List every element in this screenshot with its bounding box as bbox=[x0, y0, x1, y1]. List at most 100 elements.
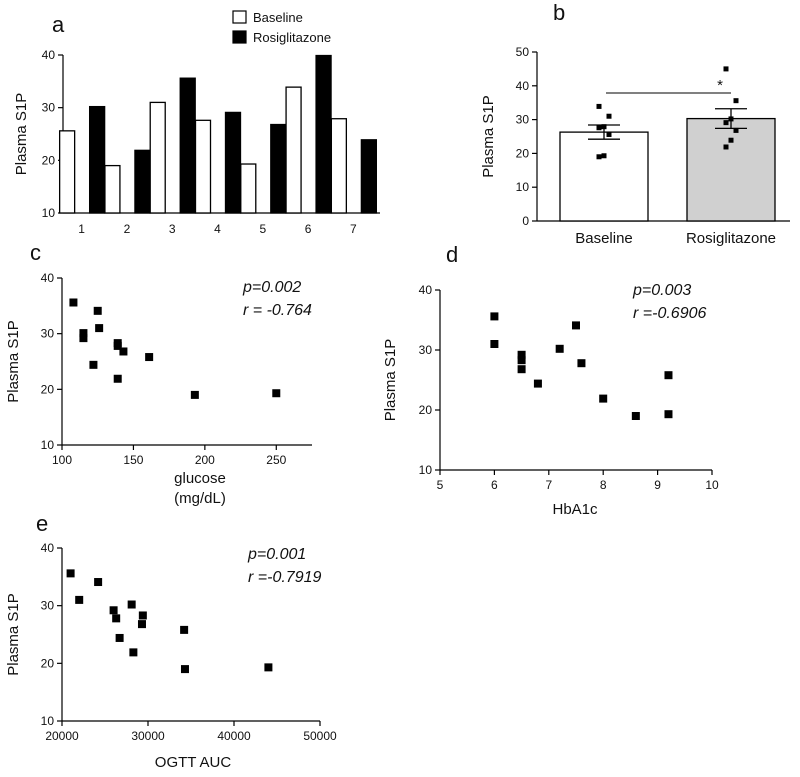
a-legend-swatch bbox=[232, 30, 247, 44]
b-data-point bbox=[601, 124, 607, 130]
e-data-point bbox=[115, 633, 124, 642]
c-data-point bbox=[190, 390, 199, 399]
d-data-point bbox=[599, 394, 608, 403]
panel-letter-c: c bbox=[30, 240, 41, 265]
b-data-point bbox=[733, 98, 739, 104]
b-x-tick-label: Rosiglitazone bbox=[686, 230, 776, 247]
e-data-point bbox=[138, 611, 147, 620]
c-x-tick-label: 150 bbox=[123, 453, 143, 467]
b-y-tick-label: 50 bbox=[516, 45, 530, 59]
a-legend-swatch bbox=[232, 10, 247, 24]
e-y-tick-label: 40 bbox=[41, 541, 55, 555]
panel-d-scatter-chart: 10 20 30 40 5 6 7 8 9 10 p=0.003 r =-0.6906 HbA1c Pla… bbox=[382, 282, 719, 518]
c-y-tick-label: 40 bbox=[41, 271, 55, 285]
c-data-point bbox=[79, 334, 88, 343]
d-x-tick-label: 9 bbox=[654, 478, 661, 492]
panel-c-scatter-chart: 10 20 30 40 100 150 200 250 p=0.002 r = -0.764 glu… bbox=[5, 271, 312, 507]
d-data-point bbox=[533, 379, 542, 388]
e-data-point bbox=[66, 569, 75, 578]
e-data-point bbox=[180, 665, 189, 674]
a-x-tick-label: 3 bbox=[169, 222, 176, 236]
e-data-point bbox=[94, 578, 103, 587]
b-data-point bbox=[606, 131, 612, 137]
a-x-tick-label: 2 bbox=[124, 222, 131, 236]
d-y-tick-label: 40 bbox=[419, 283, 433, 297]
b-y-tick-label: 40 bbox=[516, 79, 530, 93]
b-bar-mean bbox=[686, 117, 776, 222]
b-data-point bbox=[606, 113, 612, 119]
a-y-tick-label: 40 bbox=[42, 48, 56, 62]
panel-letter-b: b bbox=[553, 0, 565, 25]
e-y-tick-label: 10 bbox=[41, 714, 55, 728]
b-bar-mean bbox=[559, 131, 649, 222]
d-stat-r: r =-0.6906 bbox=[633, 305, 706, 322]
e-data-point bbox=[112, 614, 121, 623]
d-data-point bbox=[664, 410, 673, 419]
d-data-point bbox=[490, 312, 499, 321]
a-y-tick-label: 20 bbox=[42, 153, 56, 167]
d-x-axis-label: HbA1c bbox=[552, 501, 598, 518]
panel-letter-e: e bbox=[36, 511, 48, 536]
d-y-tick-label: 20 bbox=[419, 403, 433, 417]
a-x-tick-label: 1 bbox=[78, 222, 85, 236]
e-x-axis-label: OGTT AUC bbox=[155, 754, 232, 771]
c-data-point bbox=[95, 324, 104, 333]
b-data-point bbox=[733, 127, 739, 133]
c-data-point bbox=[79, 329, 88, 338]
c-stat-r: r = -0.764 bbox=[243, 302, 312, 319]
a-bar-baseline bbox=[194, 119, 212, 214]
e-x-tick-label: 30000 bbox=[131, 729, 165, 743]
a-legend-label: Rosiglitazone bbox=[253, 30, 331, 45]
a-x-tick-label: 7 bbox=[350, 222, 357, 236]
panel-letter-d: d bbox=[446, 242, 458, 267]
a-bar-baseline bbox=[285, 86, 302, 214]
e-x-tick-label: 20000 bbox=[45, 729, 79, 743]
c-data-point bbox=[113, 374, 122, 383]
d-data-point bbox=[490, 340, 499, 348]
e-data-point bbox=[109, 606, 118, 615]
a-bar-baseline bbox=[240, 163, 257, 214]
d-data-point bbox=[631, 412, 640, 420]
c-data-point bbox=[69, 298, 78, 307]
d-x-tick-label: 5 bbox=[437, 478, 444, 492]
a-x-tick-label: 5 bbox=[259, 222, 266, 236]
b-data-point bbox=[723, 144, 729, 150]
b-significance-star: * bbox=[717, 77, 723, 94]
e-y-tick-label: 20 bbox=[41, 656, 55, 670]
b-y-tick-label: 20 bbox=[516, 146, 530, 160]
d-x-tick-label: 10 bbox=[705, 478, 719, 492]
b-data-point bbox=[596, 103, 602, 109]
d-x-tick-label: 8 bbox=[600, 478, 607, 492]
panel-a-bar-chart: 10 20 30 40 1 2 3 4 5 6 7 Plasma S1P Baseline Rosigli… bbox=[13, 10, 380, 236]
d-data-point bbox=[572, 321, 580, 330]
d-x-tick-label: 7 bbox=[545, 478, 552, 492]
b-y-tick-label: 0 bbox=[522, 214, 529, 228]
e-y-tick-label: 30 bbox=[41, 599, 55, 613]
d-data-point bbox=[664, 371, 673, 380]
a-bar-rosiglitazone bbox=[224, 111, 242, 214]
c-x-tick-label: 200 bbox=[195, 453, 215, 467]
c-data-point bbox=[113, 341, 122, 350]
c-data-point bbox=[89, 360, 98, 369]
b-y-tick-label: 30 bbox=[516, 113, 530, 127]
e-data-point bbox=[127, 600, 136, 609]
c-data-point bbox=[93, 306, 102, 315]
e-x-tick-label: 50000 bbox=[303, 729, 337, 743]
a-bar-rosiglitazone bbox=[179, 77, 196, 214]
a-bar-baseline bbox=[58, 130, 76, 214]
panel-e-scatter-chart: 10 20 30 40 20000 30000 40000 50000 p=0.001 r =-0… bbox=[5, 541, 337, 771]
a-bar-rosiglitazone bbox=[315, 54, 332, 214]
c-x-tick-label: 100 bbox=[52, 453, 72, 467]
b-y-axis-label: Plasma S1P bbox=[480, 95, 497, 178]
b-data-point bbox=[601, 153, 607, 159]
a-bar-rosiglitazone bbox=[134, 149, 151, 214]
c-x-axis-label: glucose bbox=[174, 470, 226, 487]
a-legend-label: Baseline bbox=[253, 10, 303, 25]
b-data-point bbox=[723, 66, 729, 72]
d-y-tick-label: 30 bbox=[419, 343, 433, 357]
c-data-point bbox=[119, 347, 128, 356]
e-stat-r: r =-0.7919 bbox=[248, 569, 321, 586]
a-x-tick-label: 4 bbox=[214, 222, 221, 236]
e-stat-p: p=0.001 bbox=[247, 546, 306, 563]
